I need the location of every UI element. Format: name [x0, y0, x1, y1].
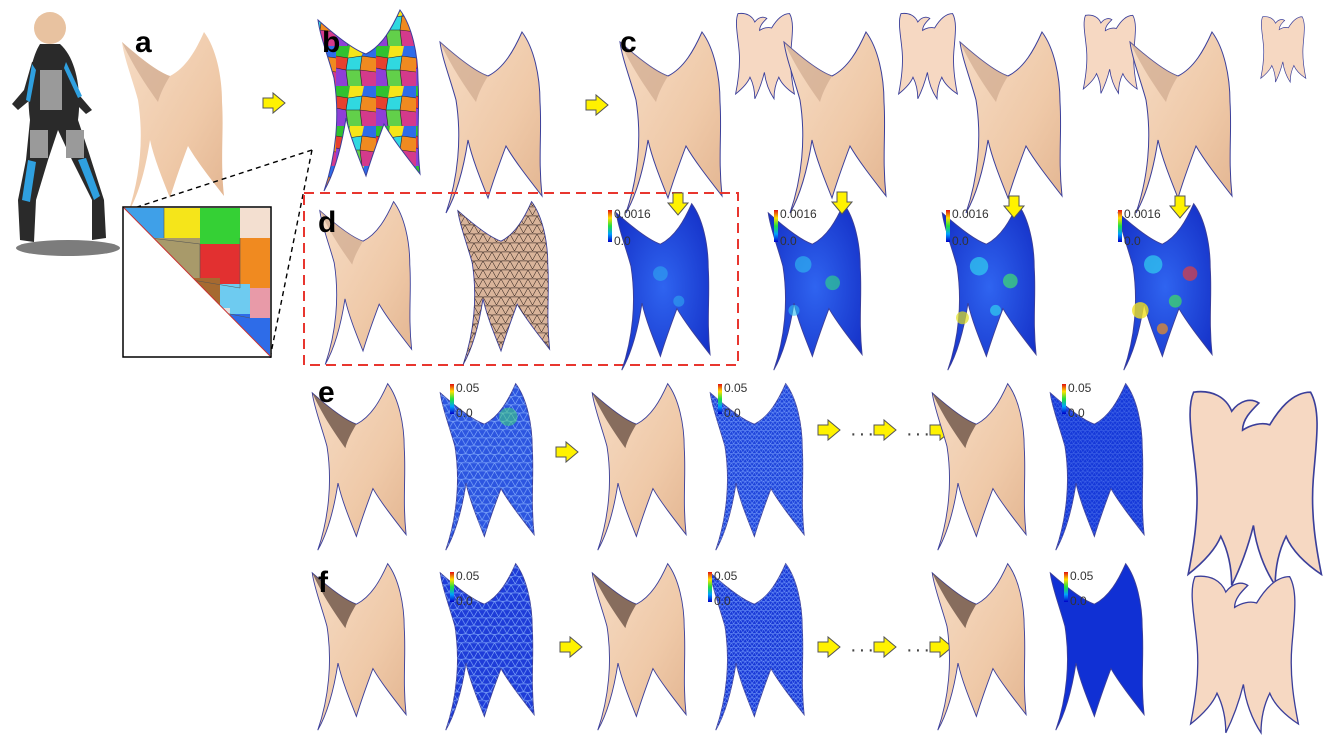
arrow-down-icon: [1169, 195, 1191, 219]
colorbar-f-2: [708, 572, 712, 602]
panel-label-b: b: [322, 26, 341, 59]
arrow-right-icon: [817, 636, 841, 658]
arrow-right-icon: [873, 636, 897, 658]
panel-c-pattern-3: [1082, 14, 1138, 94]
arrow-right-icon: [817, 419, 841, 441]
colorbar-min-label: 0.0: [1068, 406, 1085, 420]
colorbar-d-4: [1118, 210, 1122, 242]
colorbar-max-label: 0.0016: [614, 207, 651, 221]
panel-e-pattern: [1187, 390, 1323, 587]
arrow-right-icon: [873, 419, 897, 441]
colorbar-d-3: [946, 210, 950, 242]
colorbar-f-1: [450, 572, 454, 602]
colorbar-e-1: [450, 384, 454, 414]
colorbar-min-label: 0.0: [780, 234, 797, 248]
panel-f-mesh-2: [709, 563, 805, 731]
panel-e-mesh-1: [439, 383, 535, 551]
zoom-inset: [122, 149, 313, 359]
arrow-right-icon: [555, 441, 579, 463]
colorbar-f-3: [1064, 572, 1068, 602]
colorbar-min-label: 0.0: [1124, 234, 1141, 248]
colorbar-min-label: 0.0: [952, 234, 969, 248]
panel-label-a: a: [135, 26, 152, 59]
panel-c-pattern-2: [898, 12, 958, 100]
colorbar-d-1: [608, 210, 612, 242]
colorbar-d-2: [774, 210, 778, 242]
panel-c-pattern-1: [735, 12, 795, 100]
panel-d-error-map-2: [767, 203, 863, 371]
panel-c-surface-3: [959, 31, 1063, 214]
panel-d-error-map-1: [615, 203, 711, 371]
panel-label-f: f: [318, 566, 328, 599]
colorbar-max-label: 0.05: [456, 569, 480, 583]
panel-c-pattern-4: [1260, 16, 1307, 83]
panel-label-c: c: [620, 26, 637, 59]
arrow-right-icon: [559, 636, 583, 658]
arrow-right-icon: [585, 94, 609, 116]
panel-e-surface-3: [931, 383, 1027, 551]
panel-b-smooth-surface: [439, 31, 543, 214]
colorbar-max-label: 0.05: [456, 381, 480, 395]
colorbar-min-label: 0.0: [1070, 594, 1087, 608]
panel-label-e: e: [318, 376, 335, 409]
colorbar-e-3: [1062, 384, 1066, 414]
colorbar-max-label: 0.0016: [1124, 207, 1161, 221]
colorbar-max-label: 0.0016: [952, 207, 989, 221]
human-model-illustration: [12, 12, 120, 256]
colorbar-min-label: 0.0: [456, 406, 473, 420]
colorbar-max-label: 0.05: [724, 381, 748, 395]
colorbar-min-label: 0.0: [456, 594, 473, 608]
panel-c-surface-4: [1129, 31, 1233, 214]
colorbar-min-label: 0.0: [614, 234, 631, 248]
panel-c-surface-1: [619, 31, 723, 214]
panel-f-pattern: [1189, 575, 1300, 734]
colorbar-max-label: 0.0016: [780, 207, 817, 221]
panel-c-surface-2: [783, 31, 887, 214]
panel-a-surface: [122, 32, 224, 213]
colorbar-min-label: 0.0: [714, 594, 731, 608]
panel-d-highlight-box: [303, 192, 739, 366]
arrow-right-icon: [262, 92, 286, 114]
panel-f-mesh-1: [439, 563, 535, 731]
colorbar-max-label: 0.05: [1068, 381, 1092, 395]
colorbar-e-2: [718, 384, 722, 414]
ellipsis: ···: [906, 639, 932, 661]
panel-f-surface-2: [591, 563, 687, 731]
ellipsis: ···: [906, 423, 932, 445]
panel-e-surface-2: [591, 383, 687, 551]
panel-label-d: d: [318, 206, 337, 239]
ellipsis: ···: [850, 423, 876, 445]
panel-d-error-map-4: [1117, 203, 1213, 371]
arrow-down-icon: [831, 191, 853, 215]
panel-d-error-map-3: [941, 203, 1037, 371]
colorbar-max-label: 0.05: [714, 569, 738, 583]
colorbar-max-label: 0.05: [1070, 569, 1094, 583]
ellipsis: ···: [850, 639, 876, 661]
arrow-down-icon: [667, 192, 689, 216]
panel-d-mesh-surface: [457, 201, 551, 365]
colorbar-min-label: 0.0: [724, 406, 741, 420]
